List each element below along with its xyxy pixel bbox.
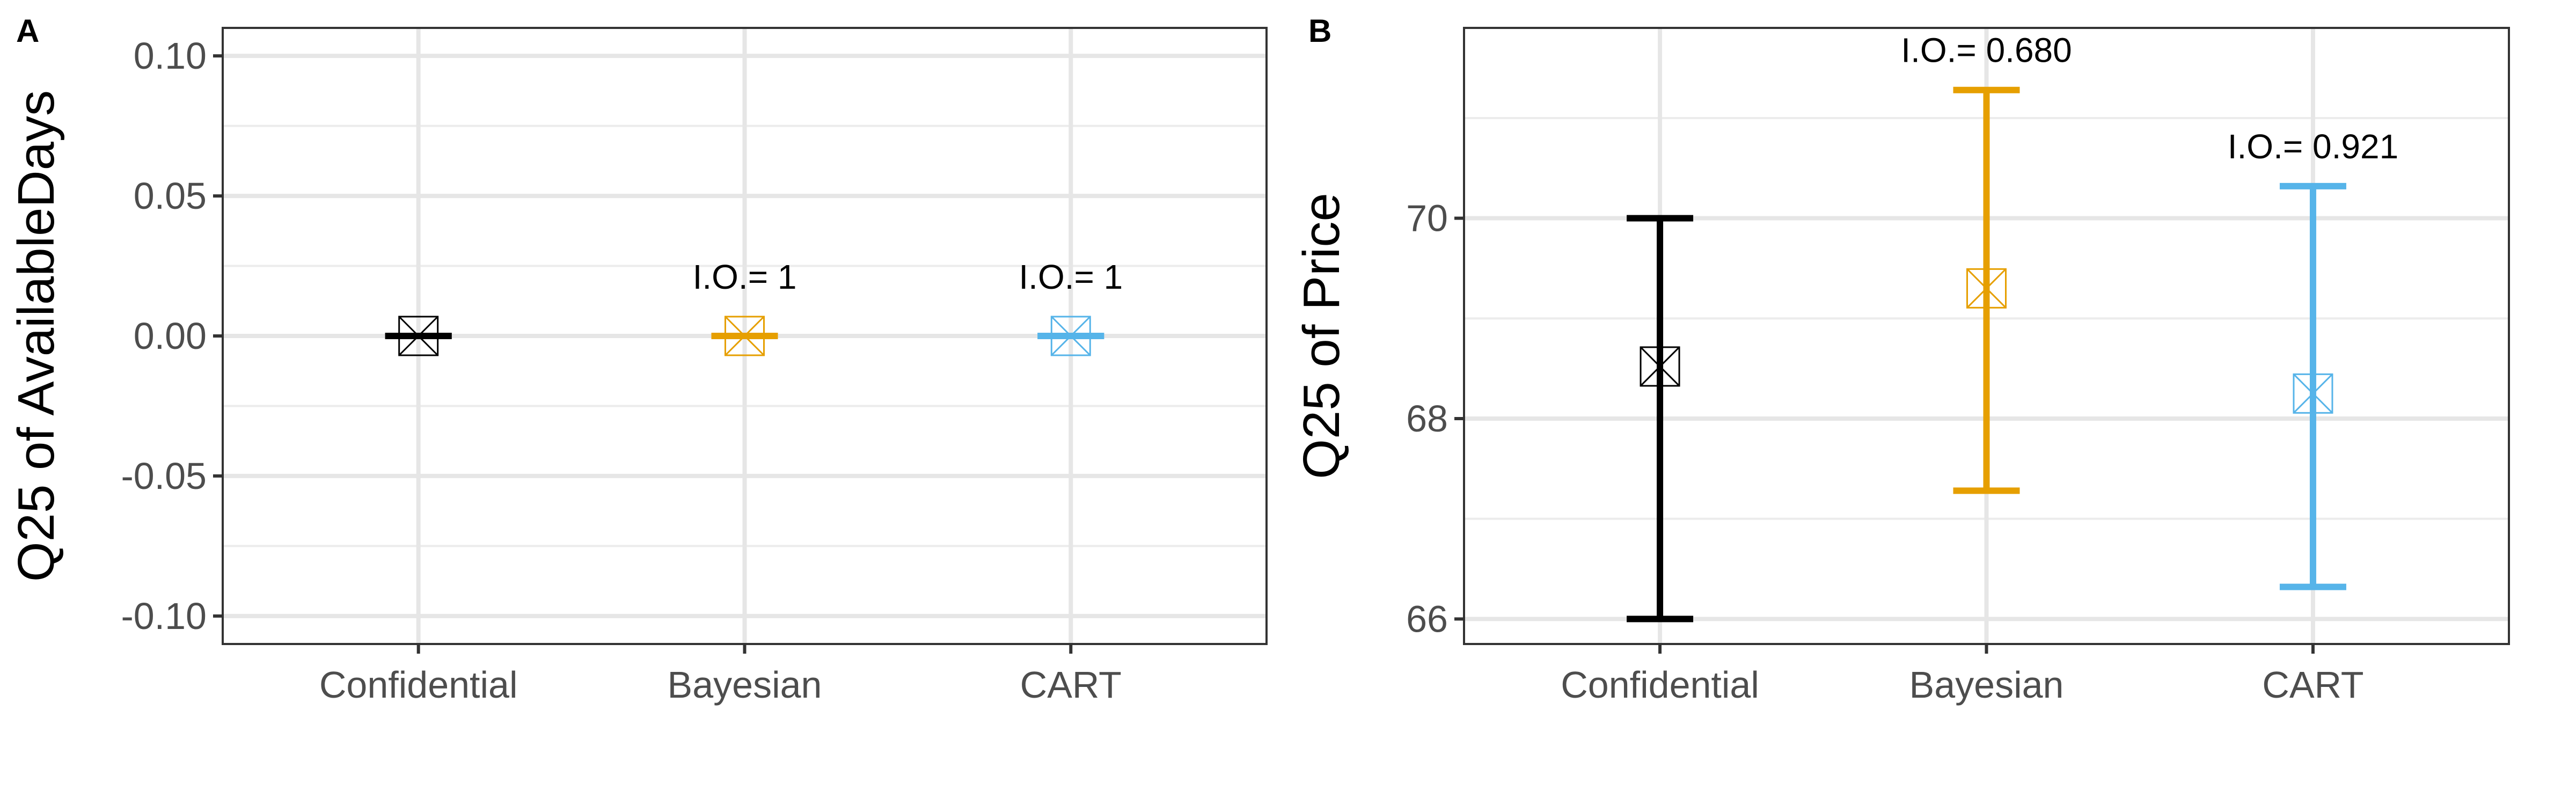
io-label: I.O.= 0.680 — [1901, 31, 2072, 70]
y-tick-label: 0.05 — [134, 175, 207, 217]
marker-cross — [1640, 346, 1680, 386]
x-tick-label: Bayesian — [1909, 664, 2064, 706]
y-tick-label: 66 — [1406, 598, 1448, 640]
marker-cross — [2293, 374, 2333, 414]
errorbar-confidential — [385, 316, 452, 356]
panel-letter: A — [16, 13, 39, 49]
marker-cross — [724, 316, 765, 356]
errorbar-cart: I.O.= 0.921 — [2228, 127, 2398, 590]
marker-cross — [1966, 268, 2007, 309]
panel-b: 66 68 70 Confidential Bayesian CART Q25 of Pri… — [1293, 13, 2510, 706]
point-marker — [398, 316, 439, 356]
errorbar-confidential — [1627, 215, 1694, 623]
marker-cross — [398, 316, 438, 356]
x-tick-label: Confidential — [1561, 664, 1759, 706]
marker-cross — [1051, 316, 1091, 356]
marker-box — [1640, 346, 1680, 387]
point-marker — [1966, 268, 2007, 309]
panel-letter: B — [1308, 13, 1331, 49]
y-axis-title: Q25 of AvailableDays — [8, 90, 65, 582]
point-marker — [1050, 316, 1091, 356]
errorbar-bayesian: I.O.= 0.680 — [1901, 31, 2072, 494]
y-tick-label: 0.00 — [134, 315, 207, 357]
marker-box — [2293, 373, 2333, 414]
y-tick-label: -0.10 — [121, 595, 207, 637]
x-tick-label: Bayesian — [668, 664, 822, 706]
io-label: I.O.= 1 — [693, 258, 797, 296]
io-label: I.O.= 0.921 — [2228, 127, 2398, 166]
y-tick-label: 0.10 — [134, 35, 207, 77]
y-tick-label: -0.05 — [121, 455, 207, 497]
x-tick-label: CART — [1020, 664, 1122, 706]
errorbar-cart: I.O.= 1 — [1019, 258, 1123, 356]
panel-a: -0.10 -0.05 0.00 0.05 0.10 Confidential Bayesi… — [8, 13, 1268, 706]
y-tick-label: 68 — [1406, 398, 1448, 440]
point-marker — [2293, 373, 2333, 414]
errorbar-bayesian: I.O.= 1 — [693, 258, 797, 356]
y-tick-label: 70 — [1406, 197, 1448, 239]
y-axis-title: Q25 of Price — [1293, 193, 1350, 479]
marker-box — [1050, 316, 1091, 356]
point-marker — [724, 316, 765, 356]
marker-box — [1966, 268, 2007, 309]
marker-box — [398, 316, 439, 356]
io-label: I.O.= 1 — [1019, 258, 1123, 296]
marker-box — [724, 316, 765, 356]
x-tick-label: CART — [2262, 664, 2363, 706]
x-tick-label: Confidential — [319, 664, 518, 706]
point-marker — [1640, 346, 1680, 387]
